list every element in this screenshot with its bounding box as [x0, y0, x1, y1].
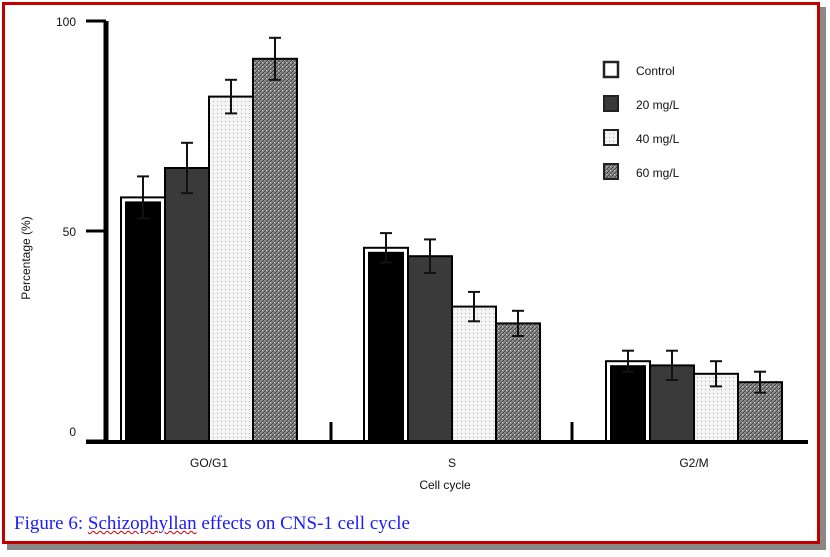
- legend-item: Control: [602, 60, 675, 79]
- bar-40-mg-l: [451, 305, 497, 442]
- caption-prefix: Figure 6:: [14, 513, 88, 534]
- legend-label: Control: [636, 64, 675, 78]
- bar-60-mg-l: [495, 322, 541, 442]
- frame-shadow-right: [820, 7, 826, 550]
- caption-underlined-word: Schizophyllan: [87, 513, 197, 534]
- legend-item: 20 mg/L: [603, 95, 680, 112]
- legend-label: 60 mg/L: [636, 166, 680, 180]
- legend: Control 20 mg/L 40 mg/L 60 mg/L: [602, 60, 680, 180]
- bar-20-mg-l: [164, 167, 210, 442]
- bar-60-mg-l: [252, 57, 298, 443]
- legend-item: 40 mg/L: [603, 129, 680, 146]
- bar-inner: [368, 251, 404, 441]
- legend-label: 40 mg/L: [636, 132, 680, 146]
- x-axis-label: Cell cycle: [419, 478, 471, 492]
- figure-caption: Figure 6: Schizophyllan effects on CNS-1…: [14, 513, 410, 535]
- y-tick-label: 50: [63, 225, 77, 239]
- caption-suffix: effects on CNS-1 cell cycle: [196, 513, 410, 534]
- bar-inner: [610, 365, 646, 441]
- x-tick-label: S: [448, 456, 456, 470]
- legend-swatch: [602, 60, 620, 79]
- legend-swatch: [603, 95, 619, 112]
- legend-swatch: [603, 129, 619, 146]
- y-tick-label: 0: [69, 425, 76, 439]
- x-tick-label: G2/M: [679, 456, 708, 470]
- bar-40-mg-l: [208, 95, 254, 442]
- bar-inner: [125, 201, 161, 441]
- y-axis-label: Percentage (%): [19, 216, 33, 299]
- legend-item: 60 mg/L: [603, 163, 680, 180]
- legend-swatch: [603, 163, 619, 180]
- frame-shadow-bottom: [7, 544, 826, 550]
- bars: GO/G1 S G2/M: [120, 36, 783, 470]
- y-tick-label: 100: [56, 15, 76, 29]
- legend-label: 20 mg/L: [636, 98, 680, 112]
- bar-20-mg-l: [407, 255, 453, 443]
- x-tick-label: GO/G1: [190, 456, 228, 470]
